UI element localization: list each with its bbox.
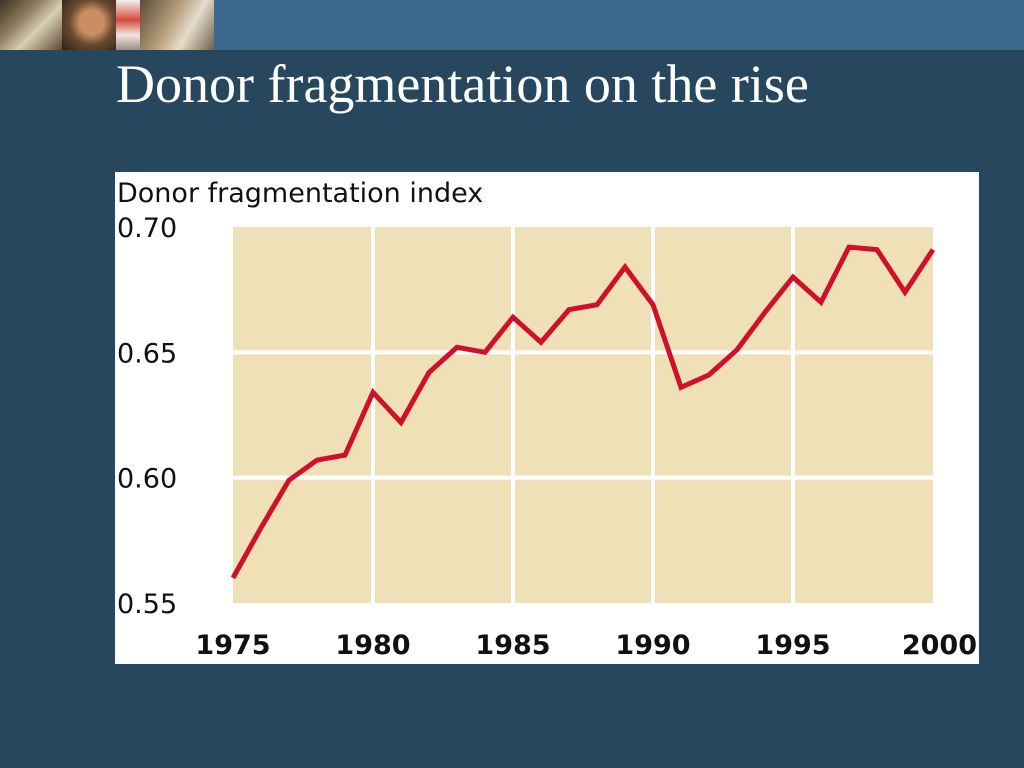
x-tick-label: 1990 (615, 630, 690, 661)
y-tick-label: 0.65 (117, 338, 177, 369)
y-tick-label: 0.70 (117, 213, 177, 244)
x-axis-ticks: 1975 1980 1985 1990 1995 2000 (195, 630, 977, 661)
x-tick-label: 2000 (902, 630, 977, 661)
grid-lines (233, 227, 933, 603)
y-tick-label: 0.55 (117, 589, 177, 620)
chart-panel: Donor fragmentation index 0.55 0.60 0.65 0.… (115, 172, 979, 664)
photo-classroom (140, 0, 214, 50)
plot-area (233, 227, 933, 603)
photo-child-drinking (62, 0, 116, 50)
x-tick-label: 1995 (755, 630, 830, 661)
x-tick-label: 1985 (475, 630, 550, 661)
photo-people-working (0, 0, 62, 50)
x-tick-label: 1980 (335, 630, 410, 661)
chart-title: Donor fragmentation index (117, 178, 483, 209)
line-chart: Donor fragmentation index 0.550.600.650.… (117, 178, 977, 661)
photo-red-object (116, 0, 140, 50)
series-layer (230, 244, 936, 580)
header-photo-strip (0, 0, 214, 50)
x-tick-label: 1975 (195, 630, 270, 661)
series-line-0 (230, 244, 936, 580)
slide-title: Donor fragmentation on the rise (116, 54, 809, 114)
y-axis-ticks: 0.55 0.60 0.65 0.70 (117, 213, 177, 620)
y-tick-label: 0.60 (117, 464, 177, 495)
